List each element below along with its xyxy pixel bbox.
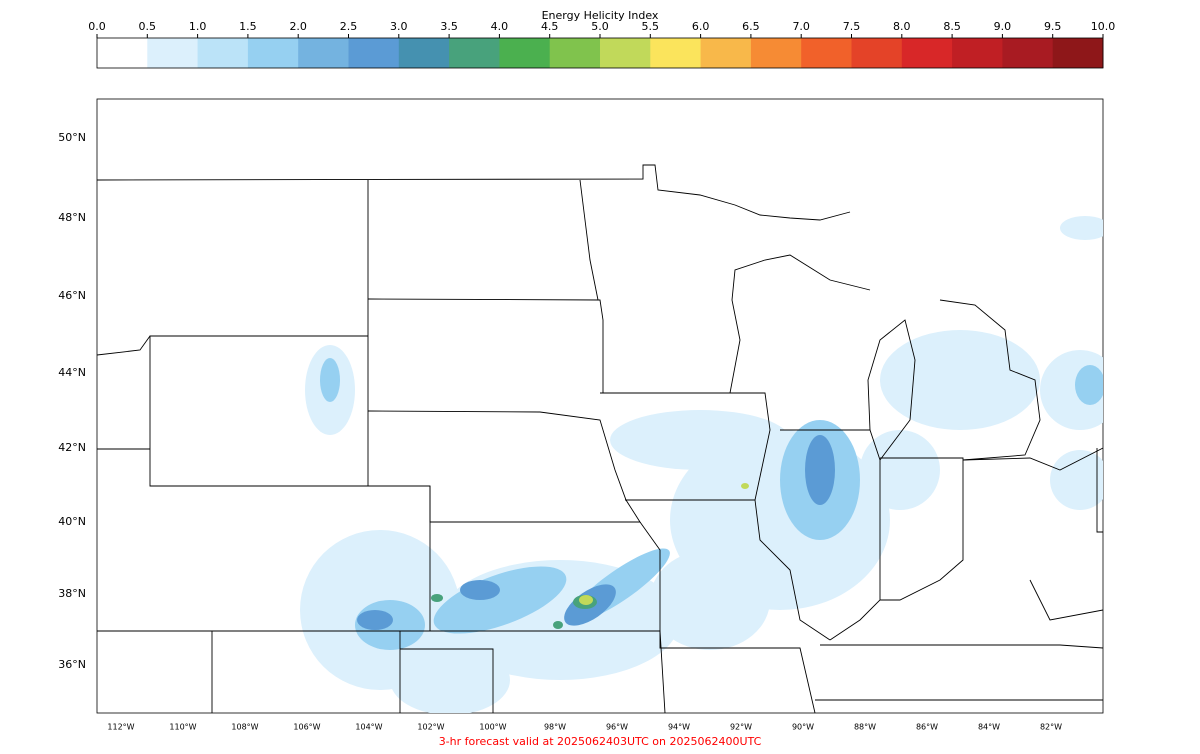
lon-label: 100°W: [479, 723, 506, 732]
lon-label: 108°W: [231, 723, 258, 732]
colorbar-tick-label: 2.0: [289, 20, 307, 33]
lon-label: 90°W: [792, 723, 814, 732]
shading: [300, 216, 1103, 713]
colorbar-tick-label: 7.0: [792, 20, 810, 33]
colorbar-tick-label: 3.0: [390, 20, 408, 33]
colorbar-swatch: [247, 38, 299, 68]
colorbar-swatch: [700, 38, 752, 68]
lon-label: 86°W: [916, 723, 938, 732]
colorbar-tick-label: 4.5: [541, 20, 559, 33]
lat-label: 38°N: [58, 587, 86, 600]
colorbar-tick-label: 9.5: [1044, 20, 1062, 33]
colorbar-tick-label: 9.0: [994, 20, 1012, 33]
colorbar-swatch: [750, 38, 802, 68]
lon-label: 112°W: [107, 723, 134, 732]
lon-label: 106°W: [293, 723, 320, 732]
lon-label: 102°W: [417, 723, 444, 732]
colorbar-tick-label: 6.0: [692, 20, 710, 33]
colorbar-tick-label: 1.5: [239, 20, 257, 33]
colorbar-tick-label: 0.5: [139, 20, 157, 33]
colorbar-swatch: [1002, 38, 1054, 68]
colorbar-tick-label: 7.5: [843, 20, 861, 33]
colorbar-title: Energy Helicity Index: [542, 9, 659, 22]
colorbar-tick-label: 4.0: [491, 20, 509, 33]
colorbar-swatch: [499, 38, 551, 68]
colorbar-tick-label: 5.5: [642, 20, 660, 33]
lat-label: 44°N: [58, 366, 86, 379]
lat-label: 42°N: [58, 441, 86, 454]
lon-label: 88°W: [854, 723, 876, 732]
colorbar-tick-label: 8.0: [893, 20, 911, 33]
colorbar-swatch: [600, 38, 651, 68]
colorbar-tick-label: 10.0: [1091, 20, 1116, 33]
colorbar-swatch: [952, 38, 1003, 68]
colorbar-tick-label: 8.5: [943, 20, 961, 33]
colorbar-tick-label: 3.5: [440, 20, 458, 33]
colorbar-tick-label: 5.0: [591, 20, 609, 33]
lat-label: 40°N: [58, 515, 86, 528]
colorbar-swatch: [801, 38, 852, 68]
colorbar-swatch: [348, 38, 400, 68]
lon-label: 92°W: [730, 723, 752, 732]
colorbar-swatch: [97, 38, 148, 68]
lon-label: 82°W: [1040, 723, 1062, 732]
colorbar-swatch: [901, 38, 953, 68]
lon-label: 96°W: [606, 723, 628, 732]
colorbar-swatch: [650, 38, 702, 68]
borders: [97, 164, 1103, 713]
colorbar-tick-label: 0.0: [88, 20, 106, 33]
lon-label: 94°W: [668, 723, 690, 732]
footer: 3-hr forecast valid at 2025062403UTC on …: [439, 735, 762, 748]
colorbar-swatch: [197, 38, 249, 68]
lon-label: 84°W: [978, 723, 1000, 732]
colorbar-swatch: [449, 38, 500, 68]
lat-label: 50°N: [58, 131, 86, 144]
lat-label: 46°N: [58, 289, 86, 302]
colorbar-swatch: [549, 38, 601, 68]
colorbar-tick-label: 6.5: [742, 20, 760, 33]
lon-label: 110°W: [169, 723, 196, 732]
colorbar-tick-label: 1.0: [189, 20, 207, 33]
colorbar-swatch: [1052, 38, 1104, 68]
lat-label: 48°N: [58, 211, 86, 224]
colorbar-tick-label: 2.5: [340, 20, 358, 33]
lon-label: 104°W: [355, 723, 382, 732]
colorbar-swatch: [398, 38, 450, 68]
lon-label: 98°W: [544, 723, 566, 732]
lat-label: 36°N: [58, 658, 86, 671]
colorbar-swatch: [298, 38, 349, 68]
colorbar-swatch: [851, 38, 903, 68]
colorbar-swatch: [147, 38, 199, 68]
